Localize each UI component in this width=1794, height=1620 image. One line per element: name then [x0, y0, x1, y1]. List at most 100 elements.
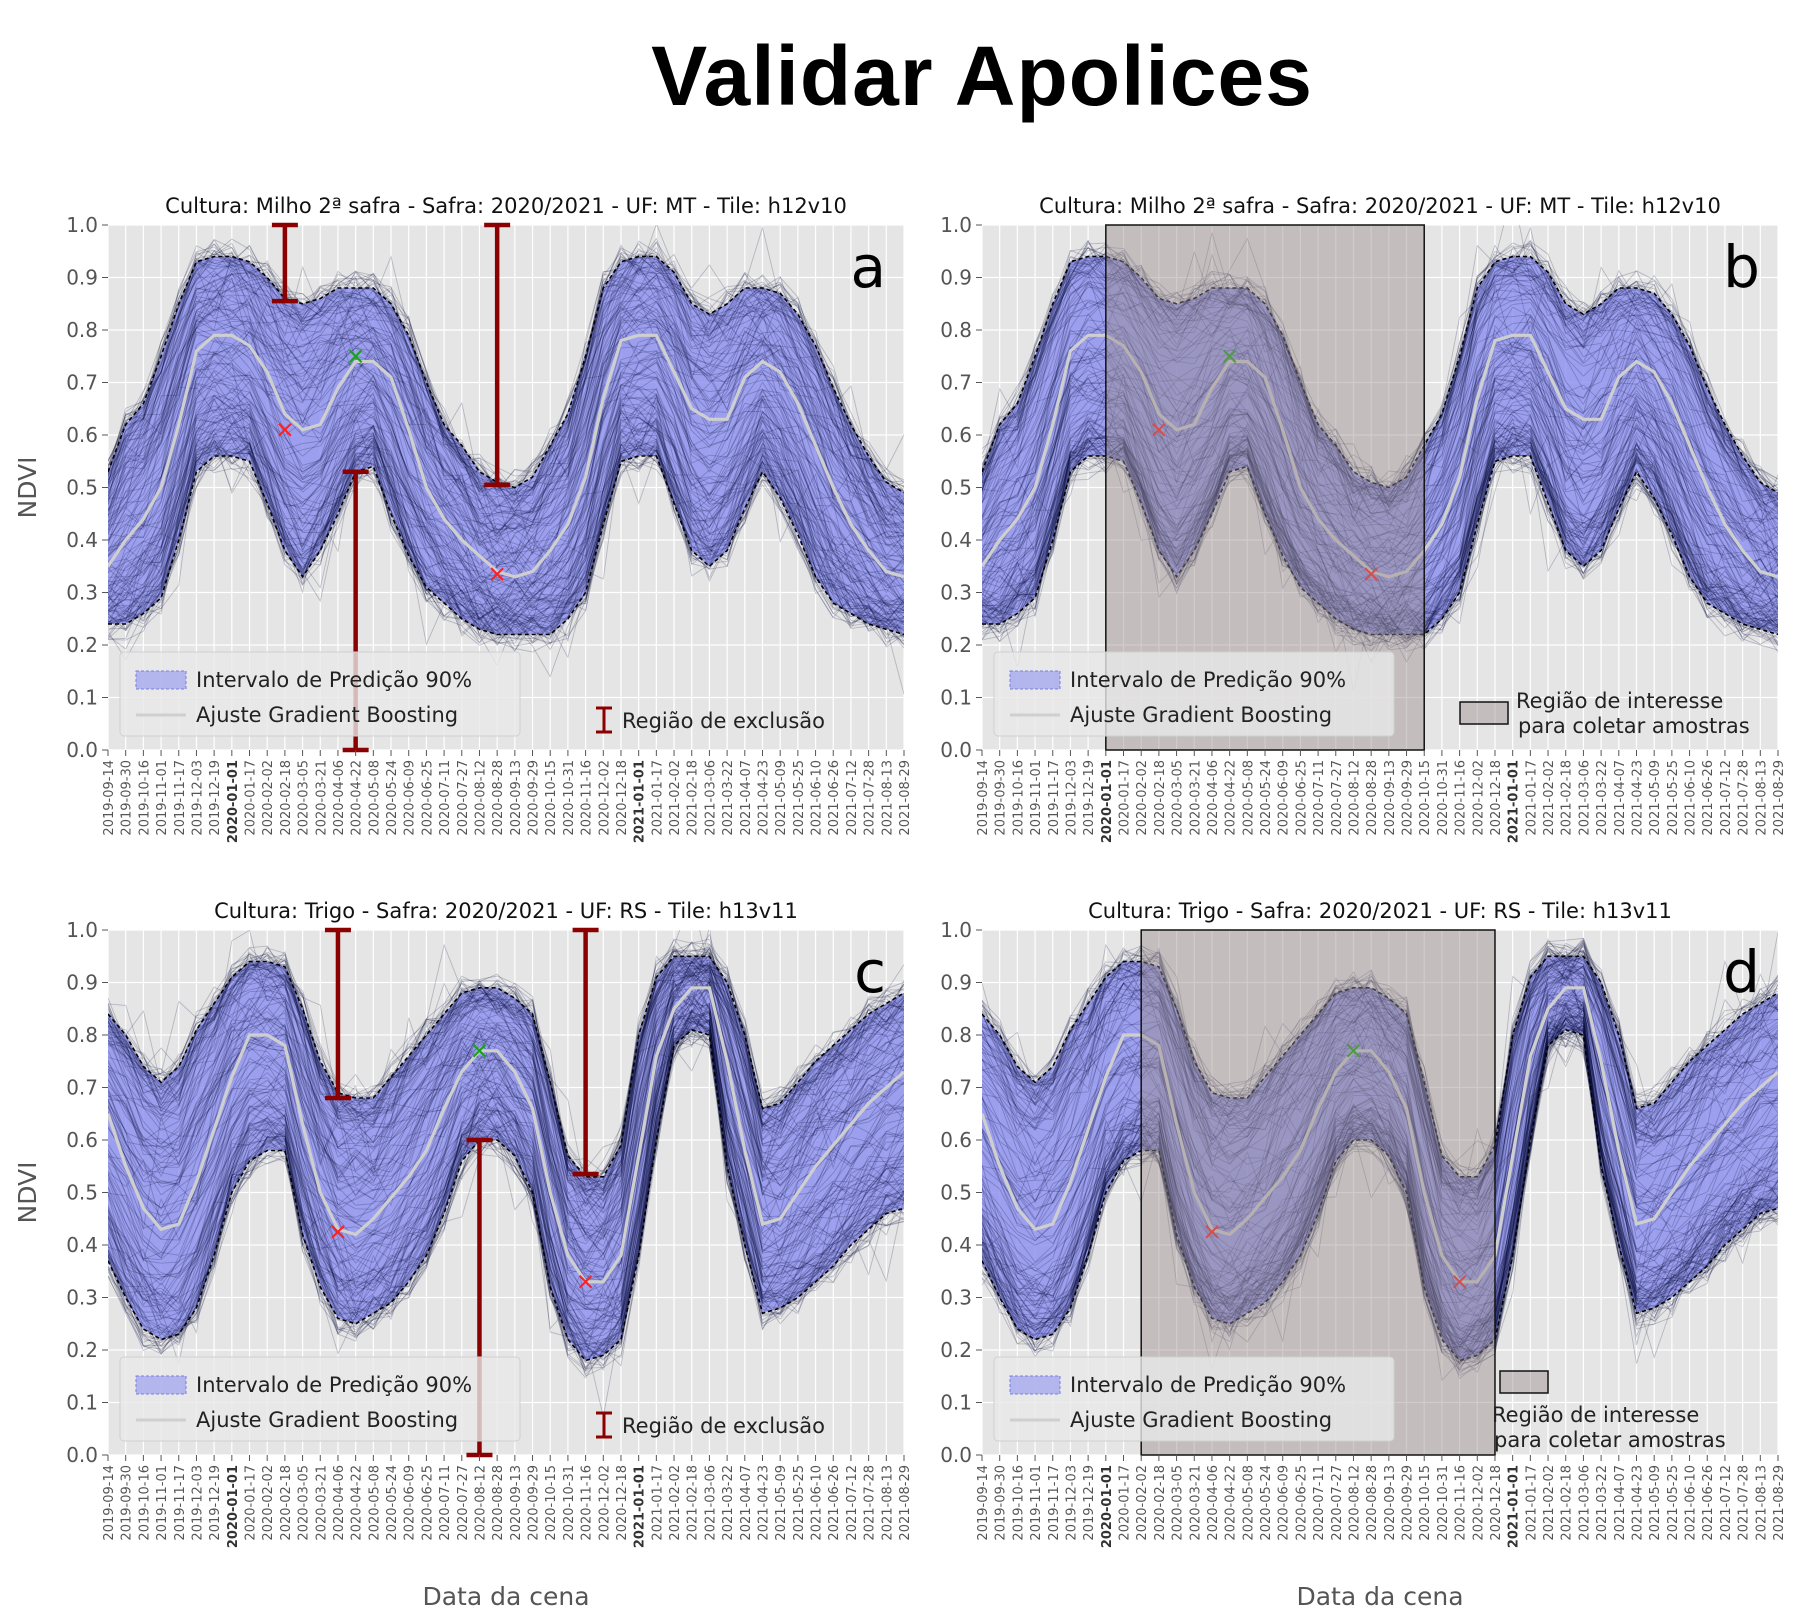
- x-tick-label: 2021-03-06: [703, 1465, 718, 1541]
- ndvi-curve: [108, 441, 904, 678]
- plot-data: [108, 225, 904, 695]
- y-tick-label: 0.1: [66, 1391, 98, 1415]
- ndvi-curve: [108, 439, 904, 651]
- ndvi-curve: [982, 1025, 1778, 1346]
- ndvi-curve: [108, 973, 904, 1273]
- ndvi-curve: [108, 417, 904, 643]
- ndvi-curve: [982, 942, 1778, 1197]
- ndvi-curve: [108, 391, 904, 638]
- ndvi-curve: [982, 1013, 1778, 1338]
- ndvi-curve: [108, 382, 904, 603]
- ndvi-curve: [982, 442, 1778, 668]
- ndvi-curve: [982, 1031, 1778, 1354]
- y-tick-label: 0.1: [66, 686, 98, 710]
- ndvi-curve: [108, 266, 904, 524]
- maximum-marker: [1222, 349, 1237, 363]
- x-tick-label: 2021-07-12: [1719, 1465, 1734, 1541]
- ndvi-curve: [108, 380, 904, 588]
- x-tick-label: 2020-09-29: [527, 760, 542, 836]
- ndvi-curve: [108, 395, 904, 622]
- ndvi-curve: [108, 1016, 904, 1358]
- x-tick-label: 2021-03-06: [703, 760, 718, 836]
- marker-stroke: [1364, 567, 1378, 581]
- ndvi-curve: [108, 348, 904, 628]
- ndvi-curve: [982, 420, 1778, 627]
- ndvi-curve: [982, 959, 1778, 1201]
- plot-data: [982, 225, 1778, 692]
- ndvi-curve: [108, 965, 904, 1200]
- y-tick-label: 0.3: [66, 581, 98, 605]
- ndvi-curve: [982, 428, 1778, 634]
- ndvi-curve: [982, 1019, 1778, 1363]
- x-tick-label: 2020-05-24: [1259, 760, 1274, 836]
- y-tick-label: 0.1: [940, 1391, 972, 1415]
- x-tick-label: 2020-07-11: [438, 1465, 453, 1541]
- legend-box: [119, 651, 521, 737]
- y-tick-label: 0.8: [66, 318, 98, 342]
- x-tick-label: 2021-02-18: [686, 760, 701, 836]
- exclusion-bar: [271, 222, 298, 304]
- x-tick-label: 2019-12-19: [1082, 760, 1097, 836]
- ndvi-curve: [982, 942, 1778, 1208]
- x-tick-label: 2020-01-17: [1118, 760, 1133, 836]
- x-tick-label: 2019-10-16: [1011, 760, 1026, 836]
- ndvi-curve: [108, 964, 904, 1245]
- x-tick-label: 2020-12-18: [615, 1465, 630, 1541]
- ndvi-curve: [108, 433, 904, 643]
- ndvi-curve: [982, 946, 1778, 1185]
- ndvi-curve: [982, 259, 1778, 508]
- ndvi-curve: [108, 979, 904, 1347]
- ndvi-curve: [108, 416, 904, 631]
- ndvi-curve: [108, 960, 904, 1242]
- ndvi-curve: [982, 328, 1778, 562]
- y-tick-label: 0.7: [66, 1076, 98, 1100]
- ndvi-curve: [108, 955, 904, 1213]
- ndvi-curve: [982, 1028, 1778, 1366]
- ndvi-curve: [982, 315, 1778, 557]
- x-tick-label: 2019-09-30: [994, 760, 1009, 836]
- legend-interval-label: Intervalo de Predição 90%: [196, 668, 472, 692]
- x-tick-label: 2020-04-06: [1206, 1465, 1221, 1541]
- ndvi-curve: [108, 953, 904, 1217]
- ndvi-curve: [108, 243, 904, 493]
- ndvi-curve: [982, 376, 1778, 604]
- ndvi-curve: [982, 247, 1778, 511]
- minimum-marker: [1364, 567, 1378, 581]
- ndvi-curve: [982, 945, 1778, 1191]
- ndvi-curve: [108, 957, 904, 1225]
- ndvi-curve: [982, 437, 1778, 650]
- ndvi-curve: [108, 1010, 904, 1372]
- x-tick-label: 2020-09-13: [1383, 1465, 1398, 1541]
- panel-letter: b: [1723, 233, 1760, 301]
- ndvi-curve: [108, 949, 904, 1182]
- panel-title: Cultura: Trigo - Safra: 2020/2021 - UF: …: [1088, 899, 1672, 923]
- ndvi-curve: [982, 1004, 1778, 1331]
- ndvi-curve: [108, 300, 904, 535]
- ndvi-curve: [108, 239, 904, 544]
- ndvi-curve: [982, 297, 1778, 540]
- legend: Intervalo de Predição 90% Ajuste Gradient…: [119, 1356, 825, 1442]
- x-tick-label: 2019-10-16: [137, 760, 152, 836]
- ndvi-curve: [982, 403, 1778, 648]
- x-tick-label: 2020-10-15: [1418, 760, 1433, 836]
- ndvi-curve: [982, 1014, 1778, 1371]
- ndvi-curve: [108, 328, 904, 561]
- ndvi-curve: [108, 400, 904, 623]
- x-tick-label: 2019-11-01: [1029, 1465, 1044, 1541]
- ndvi-curve: [982, 978, 1778, 1264]
- ndvi-curve: [982, 251, 1778, 515]
- ndvi-curve: [108, 1030, 904, 1343]
- ndvi-curve: [982, 444, 1778, 643]
- ndvi-curve: [108, 399, 904, 623]
- x-tick-label: 2021-07-28: [1737, 1465, 1752, 1541]
- ndvi-curve: [108, 324, 904, 566]
- ndvi-curve: [108, 988, 904, 1293]
- ndvi-curve: [108, 1011, 904, 1337]
- ndvi-curve: [108, 1025, 904, 1372]
- panel-b: b Intervalo de Predição 90% Ajuste Gradien…: [940, 194, 1787, 843]
- ndvi-curve: [108, 447, 904, 659]
- ndvi-curve: [982, 949, 1778, 1207]
- ndvi-curve: [108, 959, 904, 1238]
- ndvi-curve: [982, 983, 1778, 1262]
- ndvi-curve: [982, 939, 1778, 1198]
